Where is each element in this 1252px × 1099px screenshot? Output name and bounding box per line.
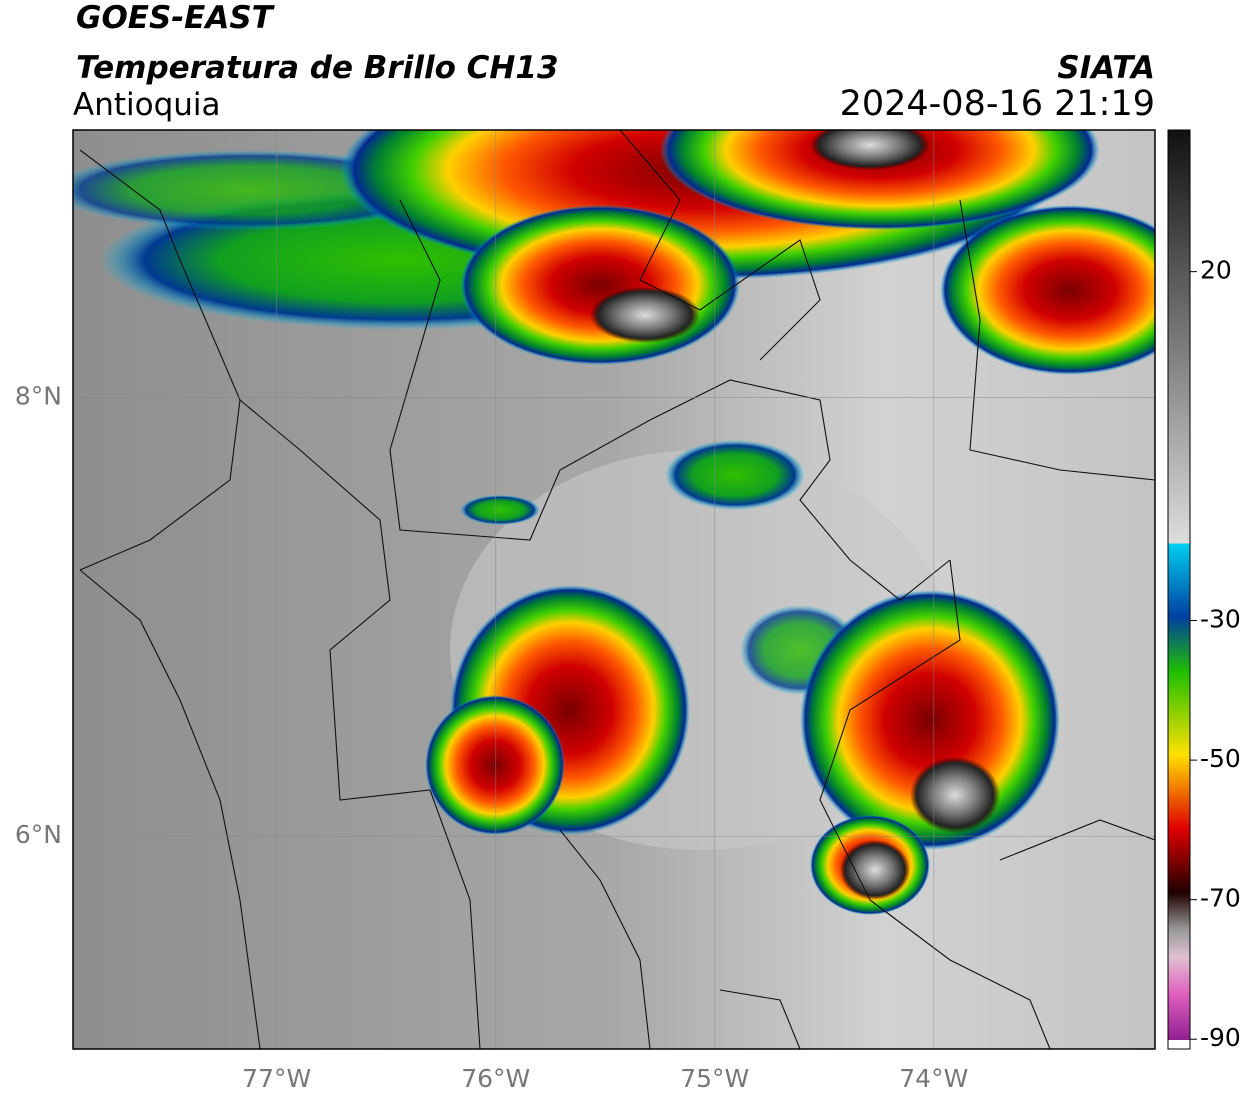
subtitle: Temperatura de Brillo CH13 [76,50,559,86]
colorbar-tick-label: -50 [1200,744,1241,773]
lon-tick-label: 74°W [899,1064,968,1093]
map-frame [72,129,1156,1050]
colorbar [1167,129,1191,1050]
storm-core [910,757,1000,833]
department-border [389,199,951,601]
department-border [559,829,801,1049]
department-border [959,199,1155,861]
source: SIATA [1057,50,1155,86]
graticule [73,130,1155,1049]
colorbar-tick-label: -90 [1200,1023,1241,1052]
storm [940,205,1155,375]
department-border [619,130,821,361]
storm [660,130,1100,230]
storm-core [840,840,910,900]
department-border [819,559,1051,1049]
tick-labels: 77°W 76°W 75°W 74°W 8°N 6°N 20 -30 -50 -70 -90 [15,256,1241,1093]
storm-core [810,130,930,170]
storm-core [590,287,700,343]
cloud [665,440,805,510]
map-image [73,130,1155,1049]
lat-tick-label: 6°N [15,820,62,849]
cloud [460,495,540,525]
lon-tick-label: 77°W [242,1064,311,1093]
colorbar-tick-label: -30 [1200,605,1241,634]
lat-tick-label: 8°N [15,382,62,411]
region: Antioquia [73,87,221,123]
lon-tick-label: 76°W [461,1064,530,1093]
colorbar-tick-label: -70 [1200,884,1241,913]
storm [460,205,740,365]
border [239,399,481,1049]
datetime: 2024-08-16 21:19 [840,84,1155,124]
lon-tick-label: 75°W [680,1064,749,1093]
title: GOES-EAST [76,0,276,36]
colorbar-tick-label: 20 [1200,256,1232,285]
storm [425,695,565,835]
